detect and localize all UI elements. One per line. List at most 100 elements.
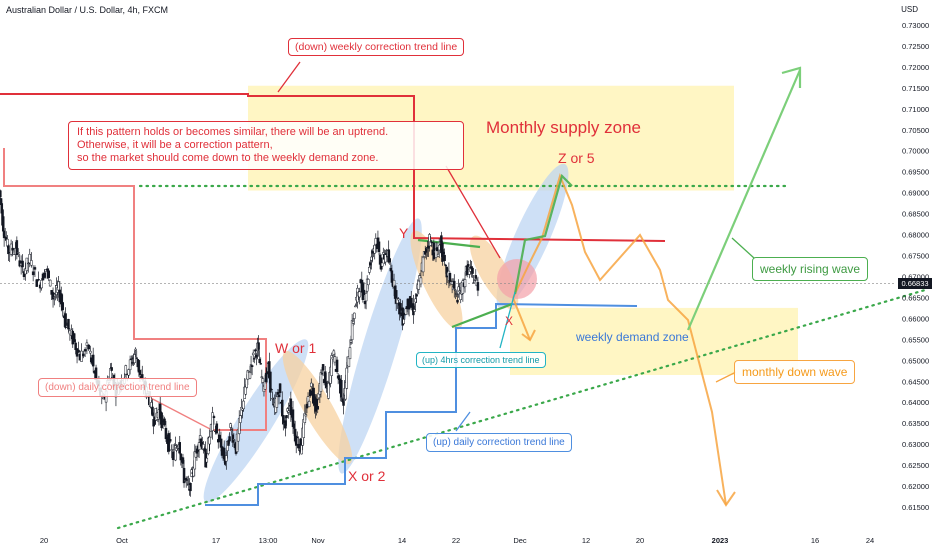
orange-callout-pointer	[715, 371, 737, 383]
candle-body	[186, 479, 189, 481]
candle-body	[37, 279, 40, 281]
candle-body	[297, 443, 300, 449]
candle-body	[284, 420, 287, 429]
candle-body	[30, 260, 33, 266]
candle-body	[271, 398, 274, 400]
candle-body	[130, 358, 133, 360]
up-daily-trendline-callout: (up) daily correction trend line	[426, 433, 572, 452]
orange-forecast-path	[512, 172, 727, 506]
candle-body	[24, 268, 27, 275]
y-tick-label: 0.62500	[902, 461, 929, 470]
blue-callout-pointer	[455, 411, 471, 432]
candle-body	[332, 350, 336, 355]
candle-body	[160, 412, 163, 429]
candle-body	[77, 349, 80, 353]
candle-body	[231, 434, 235, 443]
candle-body	[333, 356, 337, 363]
candle-body	[368, 266, 371, 273]
candle-body	[11, 247, 14, 251]
candle-body	[413, 309, 416, 312]
candle-body	[456, 299, 459, 303]
candle-body	[167, 433, 171, 452]
candle-body	[354, 305, 357, 308]
candle-body	[294, 435, 298, 446]
candle-body	[46, 268, 49, 271]
candle-body	[110, 367, 113, 371]
orange-small-arrow	[512, 297, 531, 341]
candle-body	[53, 296, 56, 298]
candle-body	[370, 256, 373, 261]
candle-body	[61, 302, 64, 311]
candle-body	[164, 427, 168, 440]
weekly-callout-pointer	[277, 61, 301, 93]
candle-body	[47, 270, 50, 279]
up-4h-trendline-callout: (up) 4hrs correction trend line	[416, 352, 546, 368]
down-daily-trendline-callout: (down) daily correction trend line	[38, 378, 197, 397]
candle-body	[254, 349, 257, 352]
candle-body	[51, 292, 55, 300]
candle-body	[419, 277, 423, 285]
candle-body	[450, 281, 454, 285]
candle-body	[269, 371, 272, 393]
wave-x2-label: X or 2	[348, 468, 386, 484]
y-tick-label: 0.61500	[902, 503, 929, 512]
green-forecast-path	[513, 173, 573, 295]
x-bottom-line	[451, 302, 513, 329]
candle-body	[380, 262, 384, 267]
y-tick-label: 0.66000	[902, 314, 929, 323]
candle-body	[472, 282, 475, 284]
wave-z5-label: Z or 5	[558, 150, 595, 166]
candle-body	[300, 445, 303, 455]
x-tick-label: Dec	[513, 536, 527, 545]
candle-body	[453, 280, 456, 289]
candle-body	[232, 439, 236, 441]
candle-body	[178, 442, 181, 454]
long-term-support-dotted-line	[116, 288, 927, 530]
candle-body	[75, 348, 79, 357]
candle-body	[43, 272, 46, 278]
candle-body	[463, 279, 467, 288]
candle-body	[91, 354, 95, 367]
y-tick-label: 0.66500	[902, 293, 929, 302]
candle-body	[437, 244, 441, 251]
daily-correction-line	[3, 148, 267, 431]
candle-body	[60, 293, 63, 305]
candle-body	[362, 289, 366, 296]
candle-body	[248, 372, 252, 379]
candle-body	[310, 382, 313, 387]
candle-body	[87, 344, 90, 350]
candle-body	[417, 280, 421, 290]
symbol-title: Australian Dollar / U.S. Dollar, 4h, FXC…	[6, 5, 169, 15]
last-price-tag: 0.66833	[898, 277, 932, 289]
candle-body	[181, 457, 185, 464]
x-tick-label: 2023	[712, 536, 729, 545]
y-tick-label: 0.65500	[902, 335, 929, 344]
x-tick-label: 22	[452, 536, 460, 545]
candle-body	[351, 320, 355, 324]
candle-body	[277, 394, 281, 398]
candle-body	[260, 376, 264, 378]
wave-y-label: Y	[399, 225, 409, 241]
candle-body	[430, 241, 433, 244]
candle-body	[287, 410, 290, 413]
candle-body	[205, 457, 209, 463]
green-rising-path	[686, 69, 802, 331]
candle-body	[349, 340, 353, 343]
candle-body	[189, 482, 192, 492]
candle-body	[131, 362, 134, 364]
daily-correction-pointer	[144, 394, 213, 431]
candle-body	[239, 415, 242, 423]
candle-body	[230, 429, 233, 431]
weekly-demand-zone-label: weekly demand zone	[576, 330, 689, 344]
candle-body	[33, 267, 37, 270]
candle-body	[182, 467, 186, 484]
candle-body	[285, 415, 288, 419]
candle-body	[170, 449, 173, 451]
candle-body	[412, 303, 415, 316]
x-tick-label: 13:00	[259, 536, 278, 545]
candle-body	[255, 354, 258, 358]
candle-body	[72, 333, 76, 342]
candle-body	[474, 275, 478, 279]
y-tick-label: 0.69500	[902, 168, 929, 177]
